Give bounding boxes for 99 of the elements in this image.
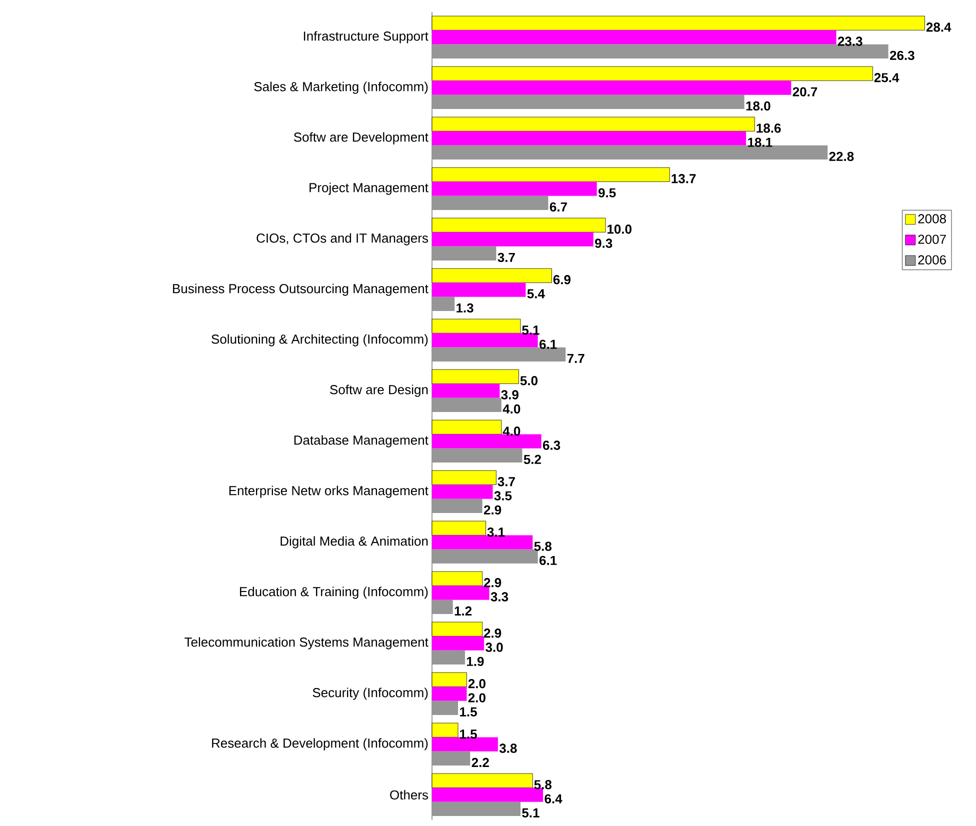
y-tick-label: Security (Infocomm) xyxy=(312,688,428,700)
bar xyxy=(432,94,744,109)
legend-label: 2007 xyxy=(918,234,946,244)
data-label: 2.2 xyxy=(472,758,489,767)
data-label: 9.5 xyxy=(598,188,616,198)
bar xyxy=(432,145,828,160)
bar xyxy=(432,44,888,58)
bar xyxy=(432,700,458,715)
bar xyxy=(432,347,566,362)
data-label: 1.3 xyxy=(456,303,474,313)
y-tick-label: Others xyxy=(390,790,428,800)
bar xyxy=(432,296,455,311)
bar xyxy=(432,80,792,95)
y-tick-label: Digital Media & Animation xyxy=(280,536,428,548)
bar xyxy=(432,182,597,196)
data-label: 4.0 xyxy=(502,426,520,436)
y-tick-label: Education & Training (Infocomm) xyxy=(240,586,428,599)
data-label: 3.7 xyxy=(498,252,515,262)
data-label: 18.1 xyxy=(748,138,772,147)
y-tick-label: Database Management xyxy=(294,435,428,448)
data-label: 5.4 xyxy=(527,289,545,298)
data-label: 6.4 xyxy=(544,794,562,804)
bar xyxy=(432,737,498,752)
bar xyxy=(432,549,538,564)
bar xyxy=(432,802,520,816)
y-tick-label: Research & Development (Infocomm) xyxy=(212,738,428,750)
bar xyxy=(432,600,453,614)
data-label: 6.9 xyxy=(553,275,571,284)
data-label: 5.0 xyxy=(520,376,538,386)
data-label: 1.9 xyxy=(466,656,484,666)
data-label: 20.7 xyxy=(792,87,818,96)
data-label: 3.8 xyxy=(499,744,517,753)
data-label: 9.3 xyxy=(595,238,612,248)
bar xyxy=(432,498,482,513)
data-label: 5.1 xyxy=(522,326,540,335)
data-label: 6.7 xyxy=(550,202,567,212)
bar xyxy=(432,246,496,260)
data-label: 23.3 xyxy=(838,36,862,46)
bar xyxy=(432,636,484,650)
y-tick-label: Telecommunication Systems Management xyxy=(184,637,428,650)
bar xyxy=(432,650,465,664)
data-label: 3.3 xyxy=(490,592,508,602)
data-label: 2.0 xyxy=(468,693,486,702)
legend-label: 2006 xyxy=(918,255,946,264)
bar xyxy=(432,333,538,348)
y-tick-label: CIOs, CTOs and IT Managers xyxy=(256,233,428,246)
data-label: 1.5 xyxy=(460,730,477,739)
data-label: 18.6 xyxy=(756,124,781,133)
bar xyxy=(432,788,544,802)
data-label: 2.9 xyxy=(484,578,502,588)
bar xyxy=(432,434,542,448)
bar xyxy=(432,384,500,398)
y-tick-label: Enterprise Netw orks Management xyxy=(229,486,428,498)
y-tick-label: Solutioning & Architecting (Infocomm) xyxy=(212,334,428,346)
data-label: 4.0 xyxy=(502,404,520,414)
y-tick-label: Project Management xyxy=(310,182,428,195)
data-label: 3.1 xyxy=(487,528,505,537)
data-label: 18.0 xyxy=(746,101,770,111)
data-label: 1.5 xyxy=(460,707,477,716)
data-label: 3.0 xyxy=(486,642,503,652)
y-tick-label: Softw are Development xyxy=(294,132,428,144)
bar xyxy=(432,398,502,412)
data-label: 2.9 xyxy=(484,628,502,638)
bar xyxy=(432,586,490,600)
bar xyxy=(432,196,548,210)
bar xyxy=(432,686,467,701)
y-tick-label: Infrastructure Support xyxy=(304,31,428,44)
bar xyxy=(432,30,836,44)
bar xyxy=(432,232,594,246)
bar xyxy=(432,535,533,550)
y-tick-label: Sales & Marketing (Infocomm) xyxy=(254,82,428,94)
data-label: 26.3 xyxy=(890,50,914,60)
data-label: 28.4 xyxy=(926,22,952,32)
y-tick-label: Softw are Design xyxy=(330,384,428,397)
bar xyxy=(432,484,493,499)
legend-label: 2008 xyxy=(918,214,946,224)
data-label: 6.3 xyxy=(542,440,560,450)
data-label: 1.2 xyxy=(454,606,472,616)
data-label: 3.5 xyxy=(494,491,512,500)
data-label: 5.1 xyxy=(522,808,540,818)
data-label: 2.0 xyxy=(468,679,486,688)
data-label: 5.8 xyxy=(534,780,552,790)
data-label: 3.9 xyxy=(501,390,518,400)
bar xyxy=(432,448,522,462)
data-label: 6.1 xyxy=(540,556,557,566)
bar xyxy=(432,751,470,766)
data-label: 25.4 xyxy=(874,73,900,82)
data-label: 3.7 xyxy=(498,477,515,486)
data-label: 10.0 xyxy=(608,224,632,234)
data-label: 22.8 xyxy=(829,152,854,162)
data-label: 5.2 xyxy=(524,454,541,464)
data-label: 7.7 xyxy=(567,354,584,363)
y-tick-label: Business Process Outsourcing Management xyxy=(173,284,428,296)
bar xyxy=(432,131,746,146)
data-label: 5.8 xyxy=(534,542,552,551)
data-label: 13.7 xyxy=(672,174,696,184)
data-label: 2.9 xyxy=(484,505,502,515)
data-label: 6.1 xyxy=(540,340,557,349)
bar xyxy=(432,282,526,297)
